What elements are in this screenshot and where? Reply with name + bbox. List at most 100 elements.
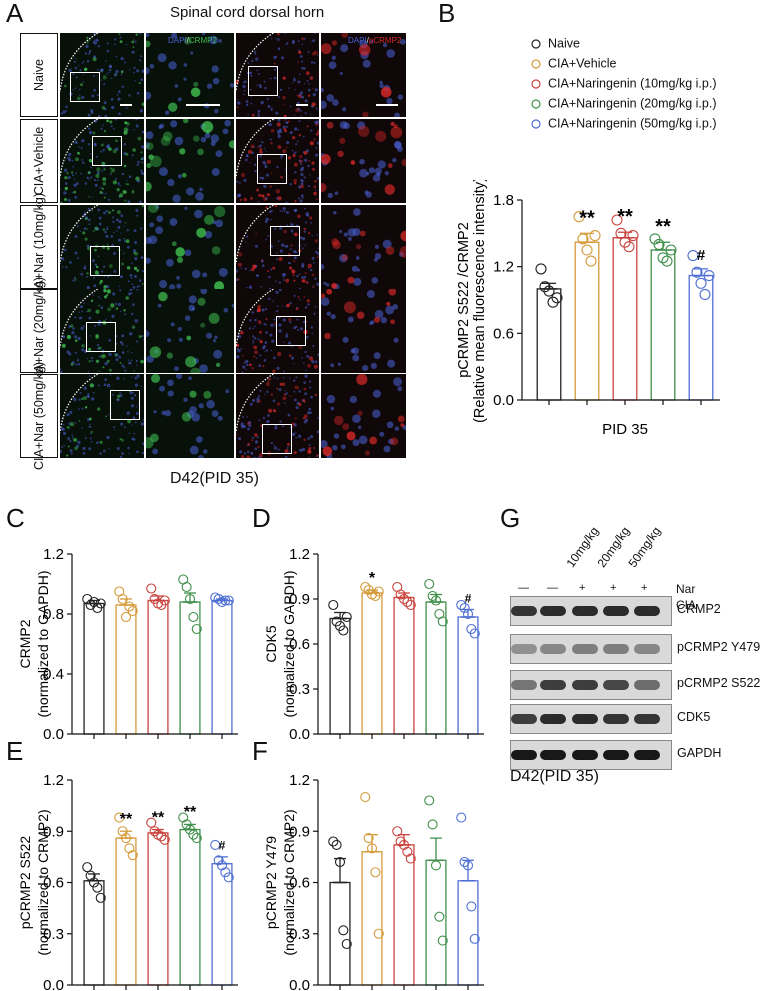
band-label: GAPDH [677, 746, 722, 760]
legend-item: CIA+Vehicle [530, 56, 616, 71]
data-point [223, 595, 234, 606]
blot-band [572, 606, 598, 616]
y-tick-label: 1.8 [493, 192, 514, 209]
data-point [398, 839, 410, 850]
data-point [398, 593, 410, 605]
legend-item: CIA+Naringenin (10mg/kg i.p.) [530, 76, 716, 91]
row-label: CIA+Vehicle [20, 119, 58, 203]
blot-strip [510, 634, 672, 664]
data-point [649, 233, 661, 245]
y-tick-label: 0.8 [43, 606, 64, 623]
bar [179, 828, 201, 986]
y-tick-label: 0.9 [43, 823, 64, 840]
crmp2-image [146, 289, 234, 373]
pcrmp2-image [321, 205, 406, 289]
data-point [184, 593, 196, 605]
chart-e: pCRMP2 S522 (normalized to CRMP2) 0.0 0.3 0.… [17, 772, 238, 991]
y-tick-label: 0.0 [43, 977, 64, 991]
y-tick-label: 0.3 [289, 926, 310, 943]
pcrmp2-image [321, 374, 406, 458]
data-point [653, 238, 665, 250]
data-point [577, 233, 589, 245]
blot-strip [510, 670, 672, 700]
y-axis-label: (normalized to GAPDH) [281, 570, 297, 717]
significance-label: ** [617, 206, 633, 228]
blot-band [634, 644, 660, 654]
blot-band [540, 680, 566, 690]
blot-band [603, 644, 629, 654]
band-label: CDK5 [677, 710, 711, 724]
data-point [120, 611, 132, 623]
data-point [469, 628, 480, 639]
band-label: CRMP2 [677, 602, 721, 616]
treatment-sign: — [547, 582, 558, 594]
pcrmp2-image [236, 205, 319, 289]
legend-marker [531, 119, 541, 129]
legend-item: CIA+Naringenin (50mg/kg i.p.) [530, 116, 716, 131]
crmp2-image [60, 33, 144, 117]
data-point [82, 593, 93, 605]
data-point [181, 581, 192, 593]
micrograph [321, 33, 406, 117]
blot-band [511, 750, 537, 760]
data-point [661, 255, 673, 267]
scale-bar [120, 104, 132, 106]
chart-d: CDK5 (normalized to GAPDH) 0.0 0.3 0.6 0.9 1.2… [263, 546, 484, 743]
data-point [434, 911, 445, 922]
significance-label: # [697, 247, 706, 264]
data-point [85, 870, 96, 881]
blot-band [572, 714, 598, 724]
blot-band [603, 606, 629, 616]
y-tick-label: 0.4 [43, 666, 64, 683]
data-point [585, 255, 597, 267]
y-tick-label: 1.2 [43, 772, 64, 789]
data-point [328, 836, 339, 847]
significance-label: ** [579, 207, 595, 229]
data-point [459, 602, 470, 614]
blot-band [572, 750, 598, 760]
panel-g-footer: D42(PID 35) [510, 768, 599, 785]
data-point [437, 935, 448, 946]
data-point [456, 599, 467, 611]
crmp2-image [146, 374, 234, 458]
row-label: CIA+Nar (50mg/kg) [20, 362, 58, 470]
blot-band [634, 714, 660, 724]
data-point [127, 605, 138, 617]
blot-band [603, 750, 629, 760]
stain-separator: / [186, 36, 189, 45]
data-point [188, 611, 199, 623]
data-point [88, 877, 100, 888]
y-axis-label: pCRMP2 Y479 [263, 836, 279, 929]
blot-band [511, 680, 537, 690]
data-point [92, 882, 103, 893]
legend-label: CIA+Vehicle [548, 56, 617, 71]
scale-bar [186, 104, 220, 106]
y-tick-label: 0.9 [289, 591, 310, 608]
legend-marker [531, 59, 541, 69]
data-point [146, 583, 157, 594]
bar [574, 241, 600, 401]
data-point [223, 872, 234, 883]
significance-label: # [465, 591, 472, 605]
stain-dapi: DAPI [168, 36, 187, 45]
data-point [360, 792, 371, 803]
blot-strip [510, 596, 672, 626]
data-point [85, 599, 96, 611]
data-point [88, 596, 100, 608]
y-axis-label: (Relative mean fluorescence intensity) [472, 180, 488, 423]
band-label: pCRMP2 S522 [677, 676, 761, 690]
data-point [95, 598, 106, 609]
data-point [466, 901, 477, 912]
data-point [573, 211, 585, 223]
blot-strip [510, 740, 672, 770]
band-label: pCRMP2 Y479 [677, 640, 761, 654]
data-point [373, 928, 384, 939]
y-tick-label: 0.0 [43, 726, 64, 743]
blot-band [511, 644, 537, 654]
data-point [469, 933, 480, 944]
significance-label: ** [655, 216, 671, 238]
significance-label: ** [120, 811, 133, 828]
micrograph [236, 205, 319, 289]
data-point [210, 839, 221, 850]
y-tick-label: 1.2 [43, 546, 64, 563]
